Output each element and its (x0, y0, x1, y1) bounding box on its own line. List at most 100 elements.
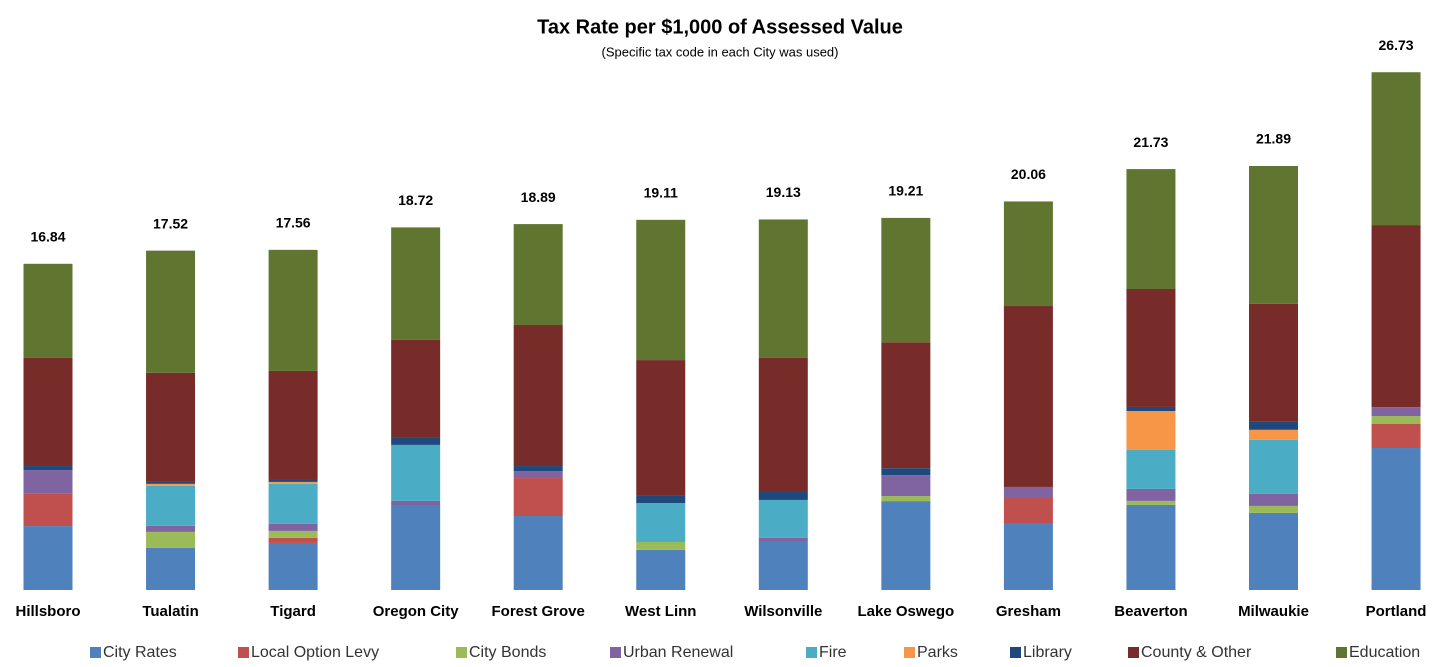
bar-segment (391, 500, 441, 506)
bar-segment (268, 370, 318, 480)
legend-label: Library (1023, 644, 1072, 661)
bar-segment (23, 526, 73, 590)
bar-segment (1371, 72, 1421, 226)
bar-segment (881, 342, 931, 469)
bar-segment (1249, 429, 1298, 440)
bar-segment (1126, 504, 1176, 590)
legend-swatch (1010, 647, 1021, 658)
bar-segment (1371, 407, 1421, 417)
total-label: 21.89 (1256, 131, 1291, 147)
bar-segment (1003, 306, 1053, 487)
legend-label: Parks (917, 644, 958, 661)
legend-swatch (1336, 647, 1347, 658)
total-label: 17.56 (276, 215, 311, 231)
total-label: 20.06 (1011, 166, 1046, 182)
bar-segment (146, 485, 196, 526)
bar-segment (391, 339, 441, 438)
bar-segment (268, 479, 318, 482)
bar-segment (881, 475, 931, 497)
bar-segment (1003, 523, 1053, 590)
bar-segment (23, 263, 73, 358)
x-tick-label: Milwaukie (1238, 603, 1309, 620)
bar-segment (513, 224, 563, 326)
bar-segment (23, 493, 73, 527)
bar-segment (636, 495, 686, 504)
bar-segment (1371, 225, 1421, 408)
bar-segment (268, 523, 318, 531)
bar-segment (1249, 512, 1298, 590)
bar-segment (1126, 500, 1176, 505)
legend-label: Urban Renewal (623, 644, 733, 661)
x-tick-label: Portland (1366, 603, 1427, 620)
bar-segment (1126, 449, 1176, 489)
bar-segment (881, 501, 931, 590)
bar-segment (1371, 416, 1421, 424)
legend-swatch (610, 647, 621, 658)
legend-swatch (238, 647, 249, 658)
bar-segment (758, 537, 808, 542)
bar-segment (636, 549, 686, 590)
bar-segment (881, 468, 931, 476)
bar-segment (881, 496, 931, 502)
bar-segment (636, 541, 686, 550)
legend-swatch (904, 647, 915, 658)
bar-segment (1249, 421, 1298, 430)
bar-segment (1126, 488, 1176, 501)
total-label: 19.11 (644, 185, 678, 201)
bar-segment (513, 466, 563, 472)
legend-label: Fire (819, 644, 847, 661)
bar-segment (513, 516, 563, 590)
x-tick-label: Gresham (996, 603, 1061, 620)
bar-segment (268, 249, 318, 371)
bar-segment (758, 499, 808, 538)
bar-segment (1126, 406, 1176, 412)
bar-segment (1249, 505, 1298, 513)
bar-segment (1249, 165, 1298, 304)
total-label: 18.89 (521, 189, 556, 205)
x-tick-label: Oregon City (373, 603, 459, 620)
legend-swatch (1128, 647, 1139, 658)
bar-segment (268, 481, 318, 484)
bar-segment (1126, 288, 1176, 407)
x-tick-label: Tualatin (142, 603, 198, 620)
bar-segment (1249, 303, 1298, 422)
bar-segment (758, 491, 808, 500)
bar-segment (268, 483, 318, 524)
bar-segment (1371, 448, 1421, 590)
legend-label: Education (1349, 644, 1420, 661)
bar-segment (1003, 486, 1053, 498)
x-tick-label: Forest Grove (492, 603, 585, 620)
legend-label: County & Other (1141, 644, 1252, 661)
bar-segment (146, 372, 196, 482)
bar-segment (1249, 493, 1298, 506)
legend-swatch (456, 647, 467, 658)
bar-segment (23, 470, 73, 494)
bar-segment (758, 541, 808, 590)
bar-segment (391, 437, 441, 445)
legend-label: City Rates (103, 644, 177, 661)
bar-segment (513, 325, 563, 467)
bar-segment (146, 481, 196, 484)
bar-segment (391, 444, 441, 501)
bar-segment (146, 525, 196, 532)
x-tick-label: Hillsboro (15, 603, 80, 620)
x-tick-label: Wilsonville (744, 603, 822, 620)
bar-segment (1003, 201, 1053, 307)
bar-segment (23, 357, 73, 467)
bar-segment (636, 503, 686, 542)
bar-segment (758, 219, 808, 358)
total-label: 19.13 (766, 184, 801, 200)
bar-segment (1249, 439, 1298, 494)
total-label: 17.52 (153, 215, 188, 231)
bar-segment (268, 537, 318, 543)
total-label: 19.21 (888, 183, 923, 199)
x-tick-label: Beaverton (1114, 603, 1187, 620)
x-tick-label: Lake Oswego (857, 603, 954, 620)
total-label: 26.73 (1379, 37, 1414, 53)
chart-title: Tax Rate per $1,000 of Assessed Value (537, 16, 903, 38)
x-tick-label: Tigard (270, 603, 316, 620)
legend-label: City Bonds (469, 644, 546, 661)
bar-segment (1371, 423, 1421, 449)
bar-segment (268, 542, 318, 590)
